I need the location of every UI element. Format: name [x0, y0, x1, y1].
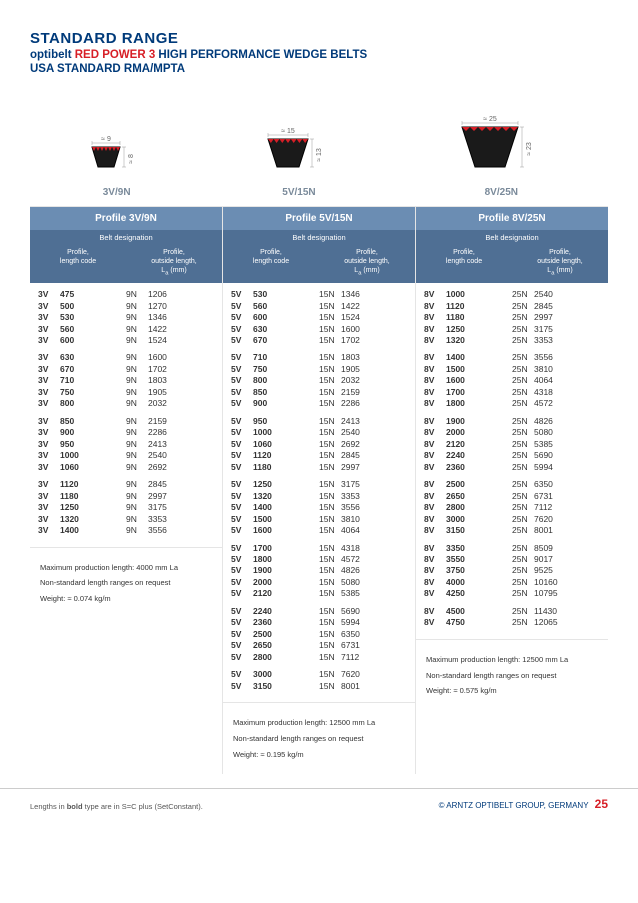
- title-line3: USA STANDARD RMA/MPTA: [30, 63, 608, 75]
- data-group: 5V12505V13205V14005V15005V160015N317515N…: [231, 479, 407, 536]
- svg-text:≈ 9: ≈ 9: [101, 136, 111, 143]
- data-group: 5V5305V5605V6005V6305V67015N134615N14221…: [231, 289, 407, 346]
- data-group: 3V11203V11803V12503V13203V14009N28459N29…: [38, 479, 214, 536]
- profile-column: Profile 3V/9N Belt designation Profile,l…: [30, 207, 223, 774]
- col-outside-length: Profile,outside length,La (mm): [126, 248, 222, 278]
- belt-diagram: ≈ 9 ≈ 8 3V/9N: [76, 133, 158, 198]
- note-weight: Weight: ≈ 0.074 kg/m: [40, 591, 212, 607]
- diagram-label: 5V/15N: [249, 187, 349, 198]
- col-length-code: Profile,length code: [416, 248, 512, 278]
- data-group: 8V14008V15008V16008V17008V180025N355625N…: [424, 352, 600, 409]
- title-line2: optibelt RED POWER 3 HIGH PERFORMANCE WE…: [30, 49, 608, 61]
- profile-title: Profile 3V/9N: [30, 207, 222, 230]
- belt-diagram: ≈ 15 ≈ 13 5V/15N: [249, 125, 349, 198]
- diagram-label: 8V/25N: [440, 187, 562, 198]
- profile-title: Profile 5V/15N: [223, 207, 415, 230]
- note-weight: Weight: ≈ 0.195 kg/m: [233, 747, 405, 763]
- profile-title: Profile 8V/25N: [416, 207, 608, 230]
- sub-headers: Profile,length code Profile,outside leng…: [416, 245, 608, 283]
- data-rows: 8V10008V11208V11808V12508V132025N254025N…: [416, 283, 608, 639]
- data-group: 5V30005V315015N762015N8001: [231, 669, 407, 692]
- profile-column: Profile 8V/25N Belt designation Profile,…: [416, 207, 608, 774]
- title-block: STANDARD RANGE optibelt RED POWER 3 HIGH…: [30, 30, 608, 75]
- data-group: 8V19008V20008V21208V22408V236025N482625N…: [424, 416, 600, 473]
- profile-column: Profile 5V/15N Belt designation Profile,…: [223, 207, 416, 774]
- belt-designation-header: Belt designation: [30, 230, 222, 245]
- data-group: 3V6303V6703V7103V7503V8009N16009N17029N1…: [38, 352, 214, 409]
- svg-text:≈ 23: ≈ 23: [526, 142, 533, 156]
- col-outside-length: Profile,outside length,La (mm): [319, 248, 415, 278]
- svg-text:≈ 25: ≈ 25: [484, 116, 498, 123]
- profile-notes: Maximum production length: 12500 mm La N…: [416, 639, 608, 711]
- note-nonstd: Non-standard length ranges on request: [426, 668, 598, 684]
- note-nonstd: Non-standard length ranges on request: [40, 575, 212, 591]
- col-length-code: Profile,length code: [30, 248, 126, 278]
- svg-text:≈ 8: ≈ 8: [128, 154, 135, 164]
- data-group: 3V4753V5003V5303V5603V6009N12069N12709N1…: [38, 289, 214, 346]
- profiles-table: Profile 3V/9N Belt designation Profile,l…: [30, 206, 608, 774]
- data-rows: 5V5305V5605V6005V6305V67015N134615N14221…: [223, 283, 415, 702]
- data-group: 8V25008V26508V28008V30008V315025N635025N…: [424, 479, 600, 536]
- data-group: 3V8503V9003V9503V10003V10609N21599N22869…: [38, 416, 214, 473]
- svg-text:≈ 15: ≈ 15: [281, 128, 295, 135]
- data-group: 5V22405V23605V25005V26505V280015N569015N…: [231, 606, 407, 663]
- profile-notes: Maximum production length: 4000 mm La No…: [30, 547, 222, 619]
- col-outside-length: Profile,outside length,La (mm): [512, 248, 608, 278]
- sub-headers: Profile,length code Profile,outside leng…: [30, 245, 222, 283]
- data-group: 5V7105V7505V8005V8505V90015N180315N19051…: [231, 352, 407, 409]
- page-footer: Lengths in bold type are in S=C plus (Se…: [0, 788, 638, 825]
- note-max: Maximum production length: 12500 mm La: [426, 652, 598, 668]
- profile-notes: Maximum production length: 12500 mm La N…: [223, 702, 415, 774]
- page: STANDARD RANGE optibelt RED POWER 3 HIGH…: [0, 0, 638, 784]
- diagram-label: 3V/9N: [76, 187, 158, 198]
- svg-text:≈ 13: ≈ 13: [316, 148, 323, 162]
- sub-headers: Profile,length code Profile,outside leng…: [223, 245, 415, 283]
- footer-copyright: © ARNTZ OPTIBELT GROUP, GERMANY 25: [439, 797, 608, 811]
- footer-note: Lengths in bold type are in S=C plus (Se…: [30, 802, 203, 811]
- belt-designation-header: Belt designation: [416, 230, 608, 245]
- col-length-code: Profile,length code: [223, 248, 319, 278]
- data-group: 8V33508V35508V37508V40008V425025N850925N…: [424, 543, 600, 600]
- data-group: 8V45008V475025N1143025N12065: [424, 606, 600, 629]
- data-group: 8V10008V11208V11808V12508V132025N254025N…: [424, 289, 600, 346]
- title-line1: STANDARD RANGE: [30, 30, 608, 47]
- data-group: 5V9505V10005V10605V11205V118015N241315N2…: [231, 416, 407, 473]
- note-max: Maximum production length: 4000 mm La: [40, 560, 212, 576]
- belt-diagram: ≈ 25 ≈ 23 8V/25N: [440, 113, 562, 198]
- note-nonstd: Non-standard length ranges on request: [233, 731, 405, 747]
- belt-diagrams: ≈ 9 ≈ 8 3V/9N ≈ 15 ≈ 13 5V/15N ≈ 25 ≈ 23…: [30, 113, 608, 198]
- note-max: Maximum production length: 12500 mm La: [233, 715, 405, 731]
- page-number: 25: [595, 797, 608, 811]
- data-group: 5V17005V18005V19005V20005V212015N431815N…: [231, 543, 407, 600]
- note-weight: Weight: ≈ 0.575 kg/m: [426, 683, 598, 699]
- belt-designation-header: Belt designation: [223, 230, 415, 245]
- data-rows: 3V4753V5003V5303V5603V6009N12069N12709N1…: [30, 283, 222, 546]
